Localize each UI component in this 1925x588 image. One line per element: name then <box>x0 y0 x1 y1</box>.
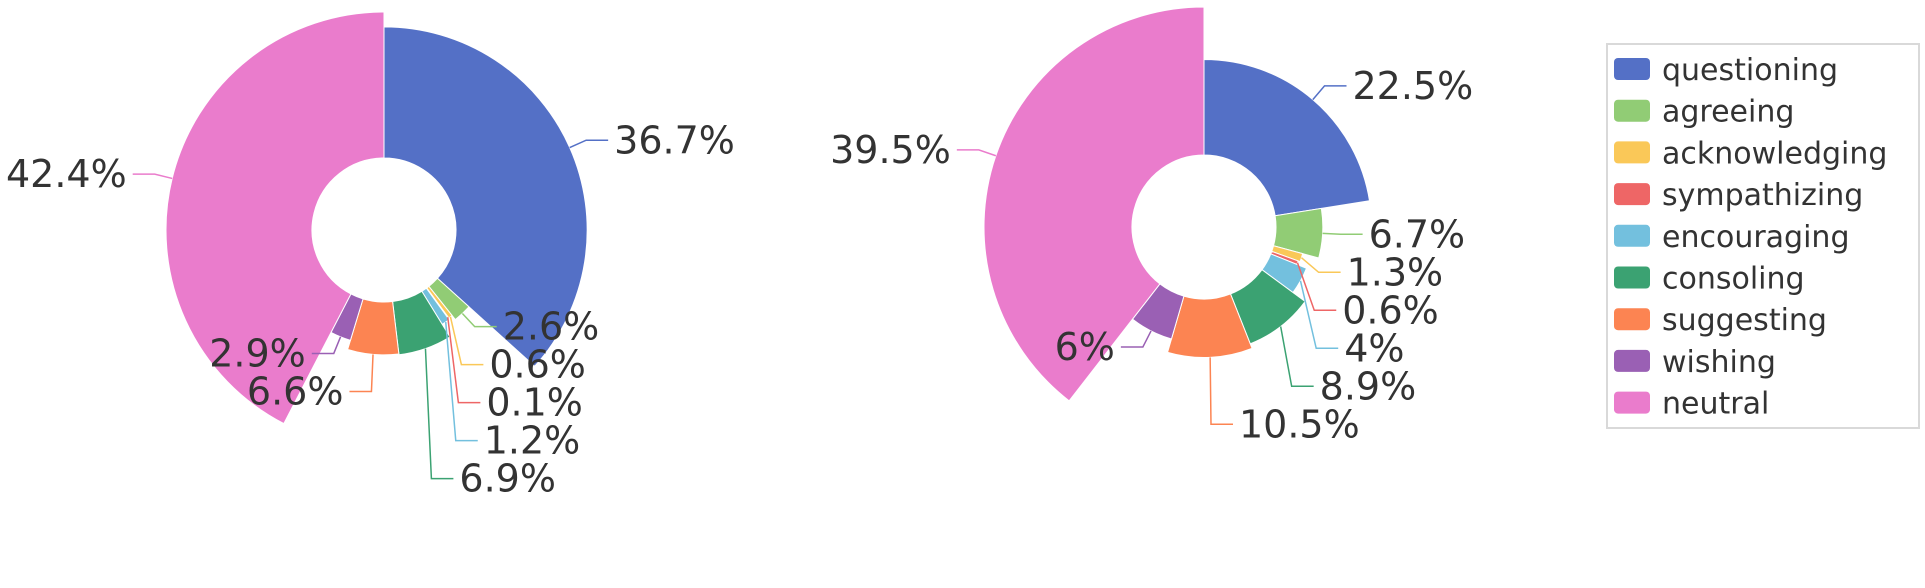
label-line-acknowledging <box>1300 257 1341 274</box>
label-line-neutral <box>956 149 997 157</box>
legend-swatch <box>1614 266 1650 289</box>
slice-label-neutral: 42.4% <box>6 152 127 196</box>
label-line-agreeing <box>1322 232 1363 236</box>
legend-label: consoling <box>1662 262 1805 297</box>
label-line-wishing <box>1120 330 1152 348</box>
slice-label-neutral: 39.5% <box>830 128 951 172</box>
legend-label: questioning <box>1662 53 1838 88</box>
legend-label: neutral <box>1662 387 1769 422</box>
legend-item-agreeing[interactable]: agreeing <box>1614 95 1794 130</box>
label-line-suggesting <box>1209 357 1233 426</box>
slice-questioning[interactable] <box>383 26 588 367</box>
slice-label-agreeing: 6.7% <box>1369 212 1466 256</box>
label-line-agreeing <box>461 312 497 328</box>
legend-item-encouraging[interactable]: encouraging <box>1614 220 1850 255</box>
label-line-sympathizing <box>1296 262 1337 312</box>
slice-label-encouraging: 4% <box>1344 326 1404 370</box>
label-line-acknowledging <box>449 316 484 366</box>
label-line-encouraging <box>444 322 478 442</box>
slice-label-wishing: 2.9% <box>209 331 306 375</box>
label-line-neutral <box>132 173 173 180</box>
pie-chart-left: 36.7% 2.6%0.6%0.1%1.2%6.9% 42.4% 2.9%6.6% <box>6 11 735 501</box>
legend-swatch <box>1614 349 1650 372</box>
legend-label: acknowledging <box>1662 136 1887 171</box>
legend-label: encouraging <box>1662 220 1850 255</box>
label-line-wishing <box>311 336 342 355</box>
slice-label-acknowledging: 1.3% <box>1347 250 1444 294</box>
legend-swatch <box>1614 141 1650 164</box>
slice-suggesting[interactable] <box>1166 293 1253 359</box>
label-line-sympathizing <box>447 317 481 404</box>
legend-item-suggesting[interactable]: suggesting <box>1614 303 1827 338</box>
label-line-consoling <box>424 348 454 480</box>
legend-label: suggesting <box>1662 303 1827 338</box>
slice-label-sympathizing: 0.6% <box>1342 288 1439 332</box>
slice-label-questioning: 36.7% <box>614 118 735 162</box>
legend-label: sympathizing <box>1662 178 1863 213</box>
slice-label-consoling: 6.9% <box>459 457 556 501</box>
legend-item-consoling[interactable]: consoling <box>1614 262 1805 297</box>
legend-item-acknowledging[interactable]: acknowledging <box>1614 136 1887 171</box>
slice-label-sympathizing: 0.1% <box>486 381 583 425</box>
label-line-suggesting <box>349 354 374 393</box>
legend-item-sympathizing[interactable]: sympathizing <box>1614 178 1863 213</box>
legend-swatch <box>1614 183 1650 206</box>
label-line-questioning <box>569 139 609 149</box>
legend: questioning agreeing acknowledging sympathi… <box>1606 43 1920 429</box>
slice-label-questioning: 22.5% <box>1353 64 1474 108</box>
pie-chart-right: 22.5% 6.7%1.3%0.6%4%8.9%10.5% 39.5% 6% <box>830 6 1474 446</box>
slice-label-acknowledging: 0.6% <box>489 343 586 387</box>
legend-swatch <box>1614 391 1650 414</box>
slice-label-wishing: 6% <box>1055 325 1115 369</box>
legend-item-neutral[interactable]: neutral <box>1614 387 1769 422</box>
legend-swatch <box>1614 99 1650 122</box>
label-line-questioning <box>1312 85 1347 101</box>
legend-item-questioning[interactable]: questioning <box>1614 53 1838 88</box>
slice-label-encouraging: 1.2% <box>484 419 581 463</box>
legend-swatch <box>1614 308 1650 331</box>
legend-frame <box>1606 43 1920 429</box>
legend-label: wishing <box>1662 345 1776 380</box>
slice-neutral[interactable] <box>165 11 385 425</box>
legend-item-wishing[interactable]: wishing <box>1614 345 1776 380</box>
slice-label-consoling: 8.9% <box>1320 364 1417 408</box>
slice-questioning[interactable] <box>1203 58 1371 217</box>
slice-neutral[interactable] <box>983 6 1205 402</box>
label-line-consoling <box>1279 326 1314 388</box>
legend-swatch <box>1614 58 1650 80</box>
legend-label: agreeing <box>1662 95 1794 130</box>
slice-label-suggesting: 6.6% <box>247 369 344 413</box>
legend-swatch <box>1614 224 1650 247</box>
slice-label-suggesting: 10.5% <box>1239 402 1360 446</box>
label-line-encouraging <box>1299 280 1339 350</box>
slice-label-agreeing: 2.6% <box>503 305 600 349</box>
